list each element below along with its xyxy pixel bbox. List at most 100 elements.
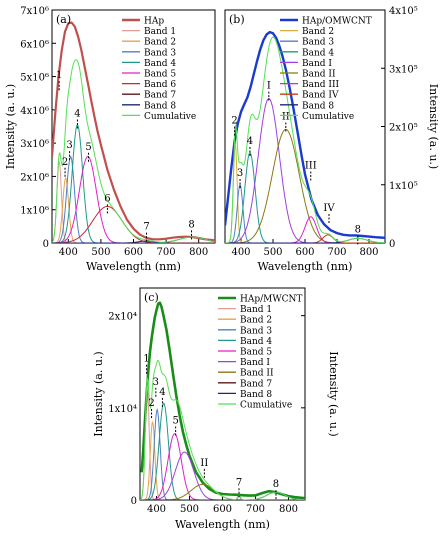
legend-label: Band 8 [144, 101, 176, 111]
panel-1: 400 500 600 700 800 Wavelength (nm) 0 1x10⁶ 2x10… [4, 6, 216, 273]
legend-label: Band 1 [144, 27, 176, 37]
peak-label: 4 [247, 136, 253, 147]
panel-label: (c) [144, 291, 159, 304]
legend-label: Band 5 [240, 348, 272, 358]
legend-label: Band 3 [302, 38, 334, 48]
legend-label: Band I [240, 358, 270, 368]
legend-label: Band 3 [144, 48, 176, 58]
x-tick-label: 800 [359, 247, 378, 258]
peak-label: 8 [273, 479, 279, 490]
legend-label: Band I [302, 59, 332, 69]
y-axis-label: Intensity (a. u.) [427, 84, 440, 169]
legend-label: Band IV [302, 91, 339, 101]
panel-2: 400 500 600 700 800 Wavelength (nm) 0 1x10⁵ 2x10… [224, 6, 440, 273]
band-band-i [140, 451, 305, 500]
legend-label: Band 4 [144, 59, 176, 69]
y-tick-label: 1x10⁵ [389, 181, 418, 192]
legend-label: Band 5 [144, 70, 176, 80]
legend-label: Band III [302, 80, 340, 90]
y-tick-label: 5x10⁶ [20, 73, 49, 84]
y-tick-label: 2x10⁴ [108, 312, 137, 323]
legend-label: Band 8 [302, 101, 334, 111]
band-band-5 [140, 433, 305, 500]
legend-label: Band II [302, 70, 336, 80]
peak-label: 5 [85, 142, 91, 153]
band-band-4 [225, 151, 385, 243]
legend-label: HAp/MWCNT [240, 295, 302, 305]
x-tick-label: 500 [91, 247, 110, 258]
peak-label: I [267, 81, 271, 92]
x-tick-label: 400 [231, 247, 250, 258]
peak-label: II [282, 112, 290, 123]
y-tick-label: 0 [389, 239, 395, 250]
panel-label: (a) [56, 13, 71, 26]
legend-label: Band 1 [240, 305, 272, 315]
x-tick-label: 600 [124, 247, 143, 258]
legend-label: HAp/OMWCNT [302, 17, 372, 27]
band-band-iii [225, 216, 385, 243]
y-tick-label: 7x10⁶ [20, 6, 49, 17]
x-tick-label: 700 [246, 504, 265, 515]
legend-label: Band 7 [144, 91, 176, 101]
peak-label: 2 [231, 116, 237, 127]
y-axis-label-right: Intensity (a. u.) [327, 351, 340, 436]
peak-label: III [305, 160, 317, 171]
x-tick-label: 600 [295, 247, 314, 258]
band-band-3 [225, 184, 385, 243]
x-tick-label: 500 [180, 504, 199, 515]
y-tick-label: 6x10⁶ [20, 39, 49, 50]
peak-label: 1 [56, 70, 62, 81]
peak-label: IV [323, 203, 335, 214]
series-hap [52, 21, 215, 242]
y-tick-label: 1x10⁶ [20, 206, 49, 217]
peak-label: II [200, 458, 208, 469]
peak-label: 2 [62, 157, 68, 168]
peak-label: 5 [172, 415, 178, 426]
series-hap-mwcnt [140, 301, 305, 500]
legend-label: Band 2 [302, 27, 334, 37]
peak-label: 4 [74, 109, 80, 120]
band-band-3 [52, 156, 215, 243]
y-tick-label: 0 [43, 239, 49, 250]
legend-label: Band 4 [302, 48, 334, 58]
peak-label: 4 [159, 387, 165, 398]
legend-label: Cumulative [302, 112, 354, 122]
legend-label: Cumulative [240, 401, 292, 411]
band-band-3 [140, 407, 305, 500]
legend-label: Cumulative [144, 112, 196, 122]
legend-label: Band II [240, 369, 274, 379]
band-band-2 [140, 421, 305, 500]
legend-label: Band 2 [144, 38, 176, 48]
legend-label: Band 6 [144, 80, 176, 90]
peak-label: 7 [143, 222, 149, 233]
y-axis-label: Intensity (a. u.) [4, 84, 17, 169]
band-band-1 [52, 161, 215, 243]
x-tick-label: 700 [327, 247, 346, 258]
y-tick-label: 3x10⁶ [20, 139, 49, 150]
legend-label: Band 2 [240, 316, 272, 326]
x-axis-label: Wavelength (nm) [86, 260, 181, 273]
x-tick-label: 500 [263, 247, 282, 258]
x-tick-label: 700 [157, 247, 176, 258]
y-tick-label: 2x10⁵ [389, 123, 418, 134]
y-axis-label: Intensity (a. u.) [92, 351, 105, 436]
x-axis-label: Wavelength (nm) [258, 260, 353, 273]
series-cumulative [225, 36, 385, 243]
y-tick-label: 4x10⁶ [20, 106, 49, 117]
legend-label: Band 7 [240, 379, 272, 389]
x-tick-label: 800 [189, 247, 208, 258]
y-tick-label: 4x10⁵ [389, 6, 418, 17]
x-tick-label: 800 [279, 504, 298, 515]
y-tick-label: 0 [131, 496, 137, 507]
band-band-7 [52, 240, 215, 243]
band-band-ii [225, 128, 385, 243]
y-tick-label: 2x10⁶ [20, 172, 49, 183]
peak-label: 7 [236, 477, 242, 488]
series-cumulative [52, 59, 215, 243]
peak-label: 3 [66, 140, 72, 151]
panel-3: 400 500 600 700 800 Wavelength (nm) 0 1x10⁴ 2x10… [92, 287, 340, 531]
peak-label: 2 [148, 398, 154, 409]
band-band-5 [52, 155, 215, 243]
